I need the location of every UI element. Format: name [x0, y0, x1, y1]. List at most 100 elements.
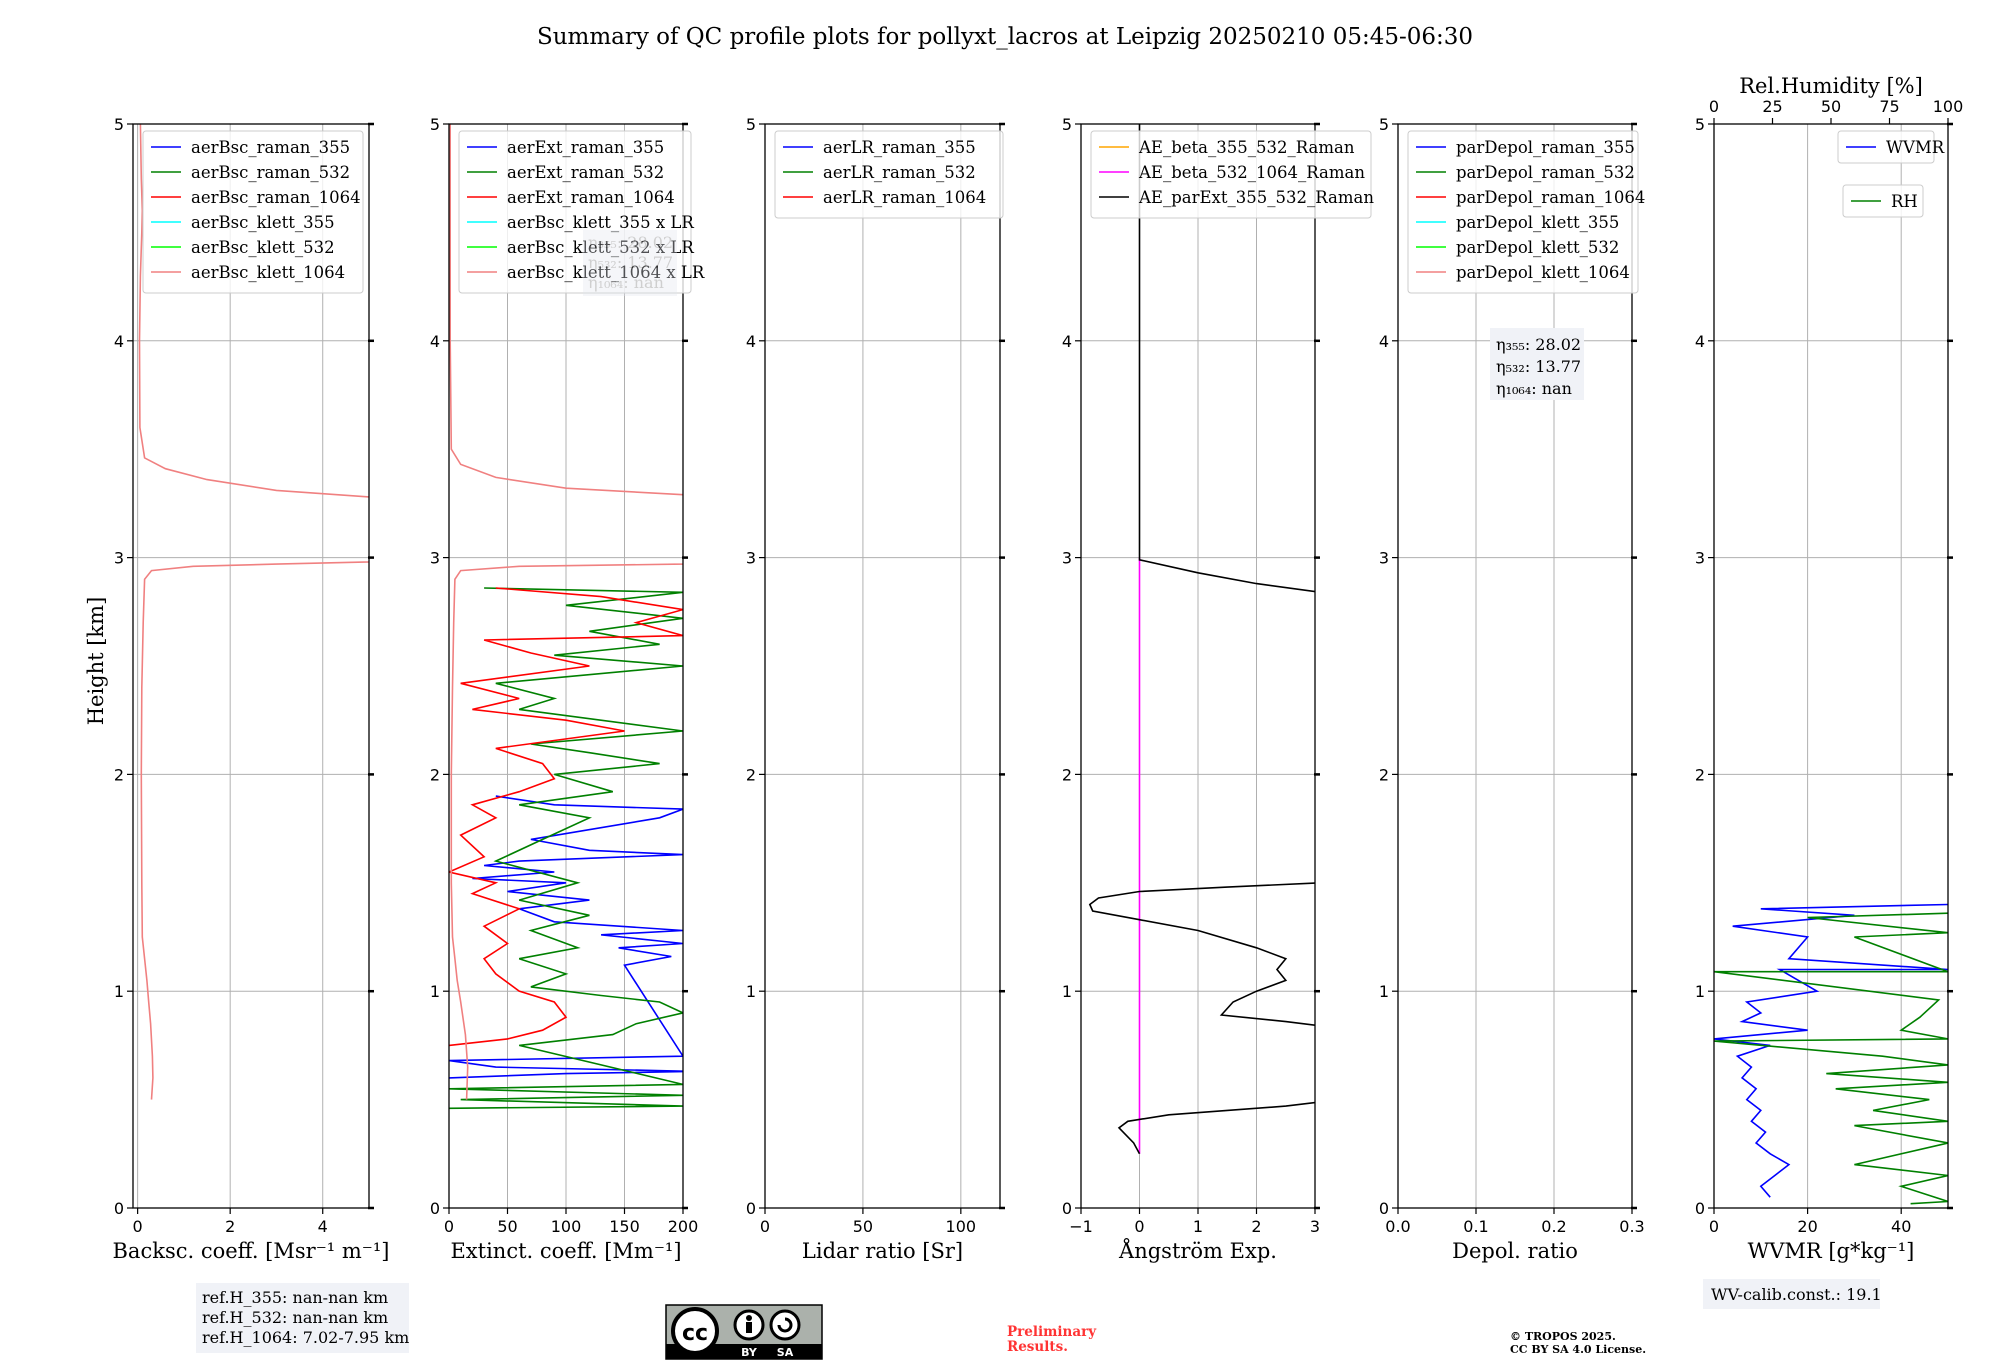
series-aerExt_raman_355 [449, 795, 683, 1079]
wv-calib-box: WV-calib.const.: 19.1 [1703, 1279, 1882, 1309]
x-tick-label: 3 [1310, 1217, 1320, 1236]
series-aerBsc_klett_1064 x LR [449, 124, 683, 1100]
preliminary-results-line1: Preliminary [1007, 1324, 1097, 1340]
cc-license-badge: cc BY SA [665, 1304, 823, 1360]
y-tick-label: 3 [1062, 549, 1072, 568]
y-tick-label: 1 [1695, 982, 1705, 1001]
x-tick-label: 20 [1797, 1217, 1817, 1236]
y-tick-label: 2 [1695, 765, 1705, 784]
y-tick-label: 3 [1379, 549, 1389, 568]
x-tick-label: 100 [946, 1217, 977, 1236]
legend-box [1837, 130, 1935, 164]
reference-height-box: ref.H_355: nan-nan km ref.H_532: nan-nan… [196, 1283, 409, 1353]
panel-backscatter: 0 2 4 0 1 2 3 4 5 Backsc. coeff. [Msr⁻¹ m⁻¹] aerBs… [113, 115, 390, 1263]
wv-calib-const: WV-calib.const.: 19.1 [1711, 1285, 1882, 1304]
y-tick-label: 4 [430, 332, 440, 351]
legend-entry: aerBsc_klett_1064 [191, 263, 345, 282]
legend-entry: aerBsc_raman_532 [191, 163, 350, 182]
copyright-line1: © TROPOS 2025. [1510, 1330, 1616, 1343]
legend-entry: aerExt_raman_355 [507, 138, 664, 157]
y-tick-label: 0 [1379, 1199, 1389, 1218]
eta-faded-355: η₃₅₅: 28.02 [588, 233, 673, 252]
series-group [1088, 124, 1315, 1155]
legend-box [1407, 130, 1639, 294]
y-tick-label: 1 [746, 982, 756, 1001]
top-x-tick-label: 100 [1933, 97, 1964, 116]
x-tick-label: 0 [760, 1217, 770, 1236]
y-tick-label: 0 [1062, 1199, 1072, 1218]
legend-entry: AE_parExt_355_532_Raman [1138, 188, 1374, 207]
x-tick-label: 150 [609, 1217, 640, 1236]
series-group [138, 124, 369, 1100]
legend-box [774, 130, 1004, 219]
eta-box-faded: η₃₅₅: 28.02 η₅₃₂: 13.77 η₁₀₆₄: nan [583, 230, 677, 296]
refh-1064: ref.H_1064: 7.02-7.95 km [202, 1328, 409, 1347]
y-tick-label: 1 [114, 982, 124, 1001]
y-tick-label: 4 [746, 332, 756, 351]
x-tick-label: 0 [133, 1217, 143, 1236]
y-tick-label: 5 [1695, 115, 1705, 134]
x-axis-label: WVMR [g*kg⁻¹] [1748, 1239, 1915, 1263]
y-tick-label: 2 [430, 765, 440, 784]
axes-frame [1397, 123, 1633, 1209]
y-tick-label: 3 [430, 549, 440, 568]
cc-label: cc [682, 1321, 708, 1346]
x-axis-label: Extinct. coeff. [Mm⁻¹] [450, 1239, 681, 1263]
x-tick-label: 2 [225, 1217, 235, 1236]
x-tick-label: 4 [318, 1217, 328, 1236]
y-tick-label: 5 [1379, 115, 1389, 134]
legend-entry: AE_beta_532_1064_Raman [1138, 163, 1365, 182]
panel-lidar_ratio: 0 50 100 0 1 2 3 4 5 Lidar ratio [Sr] aerLR_raman_… [746, 115, 1005, 1263]
y-tick-label: 5 [114, 115, 124, 134]
y-tick-label: 1 [1062, 982, 1072, 1001]
legend-entry: aerBsc_raman_1064 [191, 188, 361, 207]
series-aerBsc_klett_1064 [138, 124, 369, 1100]
x-tick-label: 40 [1891, 1217, 1911, 1236]
preliminary-results-line2: Results. [1007, 1339, 1068, 1355]
x-tick-label: 50 [497, 1217, 517, 1236]
x-tick-label: 0 [444, 1217, 454, 1236]
x-axis-label: Backsc. coeff. [Msr⁻¹ m⁻¹] [113, 1239, 390, 1263]
x-tick-label: 0 [1134, 1217, 1144, 1236]
axes-frame [132, 123, 370, 1209]
panel-extinction: 0 50 100 150 200 0 1 2 3 4 5 Extinct. coeff. [Mm⁻¹]… [430, 115, 705, 1263]
eta-faded-1064: η₁₀₆₄: nan [588, 273, 664, 292]
top-x-tick-label: 25 [1762, 97, 1782, 116]
legend-entry: RH [1891, 192, 1918, 211]
y-tick-label: 1 [430, 982, 440, 1001]
eta-box: η₃₅₅: 28.02 η₅₃₂: 13.77 η₁₀₆₄: nan [1490, 328, 1584, 400]
legend-entry: parDepol_raman_532 [1456, 163, 1635, 182]
legend-entry: parDepol_klett_532 [1456, 238, 1619, 257]
legend-entry: aerBsc_klett_532 [191, 238, 335, 257]
legend-entry: aerBsc_klett_532 x LR [507, 238, 694, 257]
legend-entry: aerExt_raman_532 [507, 163, 664, 182]
legend-entry: WVMR [1886, 138, 1945, 157]
legend-entry: aerBsc_raman_355 [191, 138, 350, 157]
sa-label: SA [777, 1346, 794, 1359]
x-axis-label: Ångström Exp. [1118, 1238, 1277, 1263]
legend-entry: aerBsc_klett_1064 x LR [507, 263, 705, 282]
axes-frame [764, 123, 1001, 1209]
sa-share-icon [769, 1309, 801, 1341]
series-RH [1714, 912, 1948, 1205]
series-aerExt_raman_532 [449, 587, 683, 1110]
y-tick-label: 5 [1062, 115, 1072, 134]
legend-box [1842, 184, 1924, 218]
x-tick-label: 0.3 [1619, 1217, 1644, 1236]
top-axis-label: Rel.Humidity [%] [1739, 74, 1923, 98]
y-tick-label: 4 [1062, 332, 1072, 351]
y-tick-label: 2 [746, 765, 756, 784]
y-axis-label: Height [km] [84, 597, 108, 726]
by-label: BY [741, 1346, 758, 1359]
legend-box [142, 130, 364, 294]
x-tick-label: 0.1 [1463, 1217, 1488, 1236]
x-axis-label: Depol. ratio [1452, 1239, 1578, 1263]
x-axis-label: Lidar ratio [Sr] [802, 1239, 963, 1263]
legend-entry: aerBsc_klett_355 [191, 213, 335, 232]
x-tick-label: 0 [1709, 1217, 1719, 1236]
x-tick-label: 50 [853, 1217, 873, 1236]
y-tick-label: 0 [746, 1199, 756, 1218]
eta-355: η₃₅₅: 28.02 [1496, 335, 1581, 354]
y-tick-label: 4 [114, 332, 124, 351]
legend-entry: parDepol_raman_1064 [1456, 188, 1645, 207]
